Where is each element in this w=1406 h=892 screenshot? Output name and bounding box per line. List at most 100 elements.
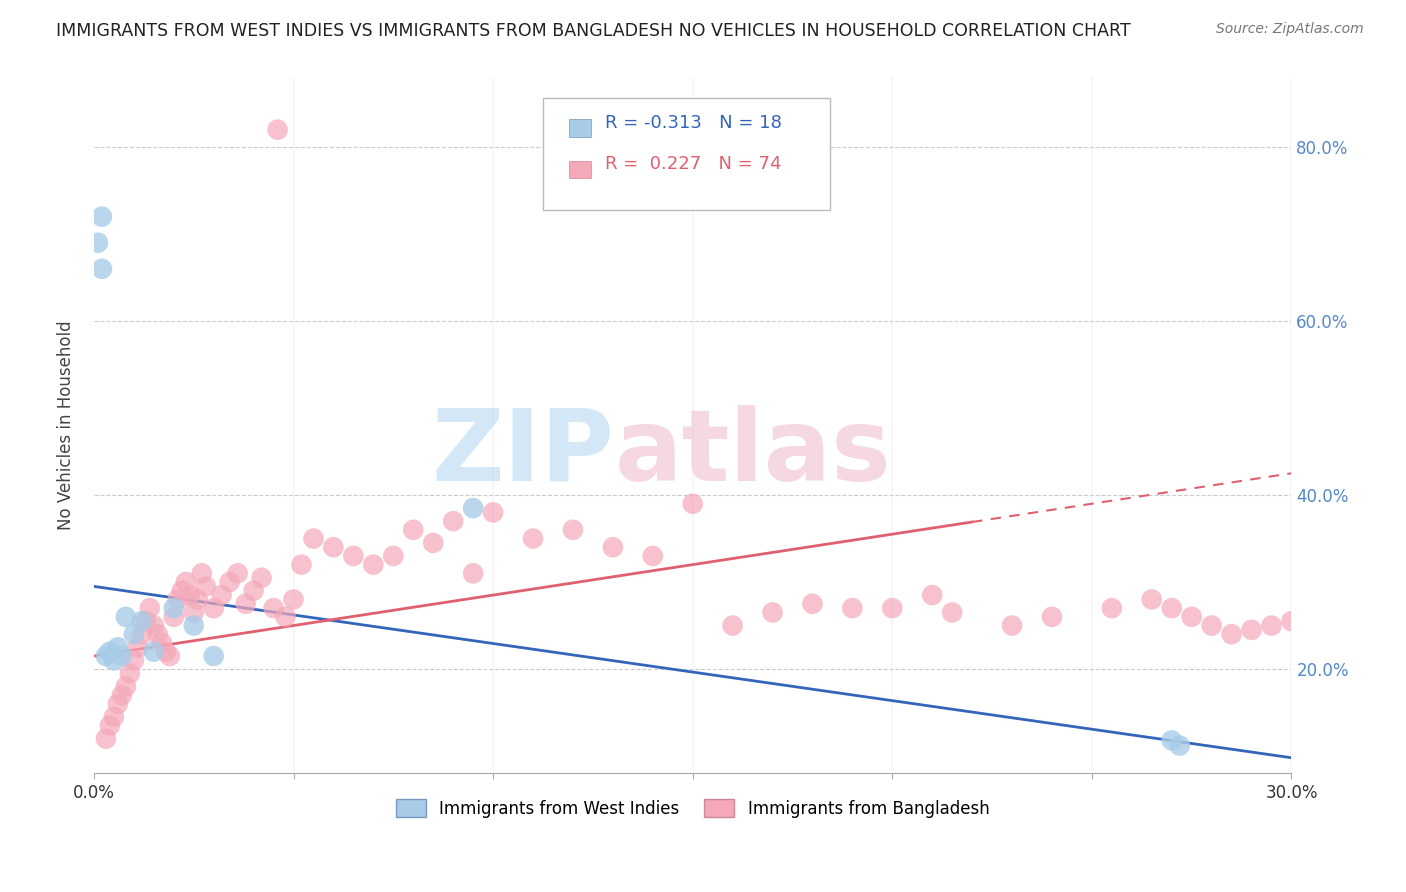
Text: IMMIGRANTS FROM WEST INDIES VS IMMIGRANTS FROM BANGLADESH NO VEHICLES IN HOUSEHO: IMMIGRANTS FROM WEST INDIES VS IMMIGRANT…	[56, 22, 1130, 40]
Text: R =  0.227   N = 74: R = 0.227 N = 74	[605, 155, 782, 173]
FancyBboxPatch shape	[543, 98, 831, 210]
Legend: Immigrants from West Indies, Immigrants from Bangladesh: Immigrants from West Indies, Immigrants …	[389, 793, 997, 824]
Point	[882, 601, 904, 615]
Point	[721, 618, 744, 632]
Point	[266, 122, 288, 136]
Point	[127, 640, 149, 655]
Point	[170, 583, 193, 598]
Text: ZIP: ZIP	[432, 405, 614, 502]
Point	[941, 606, 963, 620]
Point	[115, 680, 138, 694]
Point	[163, 610, 186, 624]
Point	[190, 566, 212, 581]
Point	[183, 618, 205, 632]
Point	[122, 653, 145, 667]
Point	[103, 710, 125, 724]
Point	[641, 549, 664, 563]
Point	[166, 592, 188, 607]
Point	[263, 601, 285, 615]
Text: Source: ZipAtlas.com: Source: ZipAtlas.com	[1216, 22, 1364, 37]
Point	[463, 566, 485, 581]
Point	[226, 566, 249, 581]
Point	[302, 532, 325, 546]
Point	[250, 571, 273, 585]
Point	[98, 645, 121, 659]
Point	[841, 601, 863, 615]
Point	[242, 583, 264, 598]
Point	[202, 648, 225, 663]
Point	[441, 514, 464, 528]
Point	[142, 618, 165, 632]
Point	[801, 597, 824, 611]
Text: R = -0.313   N = 18: R = -0.313 N = 18	[605, 113, 782, 132]
Point	[131, 627, 153, 641]
Point	[90, 261, 112, 276]
Point	[283, 592, 305, 607]
Point	[1181, 610, 1204, 624]
Point	[322, 540, 344, 554]
Point	[1101, 601, 1123, 615]
Point	[522, 532, 544, 546]
Point	[155, 645, 177, 659]
Point	[202, 601, 225, 615]
Point	[194, 579, 217, 593]
Point	[1001, 618, 1024, 632]
Point	[131, 614, 153, 628]
Point	[1220, 627, 1243, 641]
Point	[111, 648, 134, 663]
Point	[482, 505, 505, 519]
Point	[1201, 618, 1223, 632]
Point	[1168, 739, 1191, 753]
Point	[183, 606, 205, 620]
Point	[142, 645, 165, 659]
Point	[211, 588, 233, 602]
FancyBboxPatch shape	[569, 119, 591, 136]
Point	[1160, 733, 1182, 747]
Point	[682, 497, 704, 511]
Point	[274, 610, 297, 624]
Point	[115, 610, 138, 624]
Point	[179, 588, 201, 602]
FancyBboxPatch shape	[569, 161, 591, 178]
Point	[363, 558, 385, 572]
Point	[94, 648, 117, 663]
Point	[602, 540, 624, 554]
Point	[187, 592, 209, 607]
Point	[1160, 601, 1182, 615]
Point	[561, 523, 583, 537]
Point	[90, 210, 112, 224]
Point	[94, 731, 117, 746]
Point	[150, 636, 173, 650]
Text: atlas: atlas	[614, 405, 891, 502]
Point	[122, 627, 145, 641]
Point	[342, 549, 364, 563]
Point	[103, 653, 125, 667]
Point	[382, 549, 405, 563]
Point	[1040, 610, 1063, 624]
Point	[139, 601, 162, 615]
Point	[218, 575, 240, 590]
Point	[235, 597, 257, 611]
Point	[87, 235, 110, 250]
Point	[290, 558, 312, 572]
Point	[107, 640, 129, 655]
Point	[422, 536, 444, 550]
Y-axis label: No Vehicles in Household: No Vehicles in Household	[58, 320, 75, 530]
Point	[1240, 623, 1263, 637]
Point	[921, 588, 943, 602]
Point	[463, 501, 485, 516]
Point	[1281, 614, 1303, 628]
Point	[174, 575, 197, 590]
Point	[159, 648, 181, 663]
Point	[1140, 592, 1163, 607]
Point	[163, 601, 186, 615]
Point	[146, 627, 169, 641]
Point	[402, 523, 425, 537]
Point	[118, 666, 141, 681]
Point	[107, 697, 129, 711]
Point	[1260, 618, 1282, 632]
Point	[111, 688, 134, 702]
Point	[135, 614, 157, 628]
Point	[98, 718, 121, 732]
Point	[761, 606, 783, 620]
